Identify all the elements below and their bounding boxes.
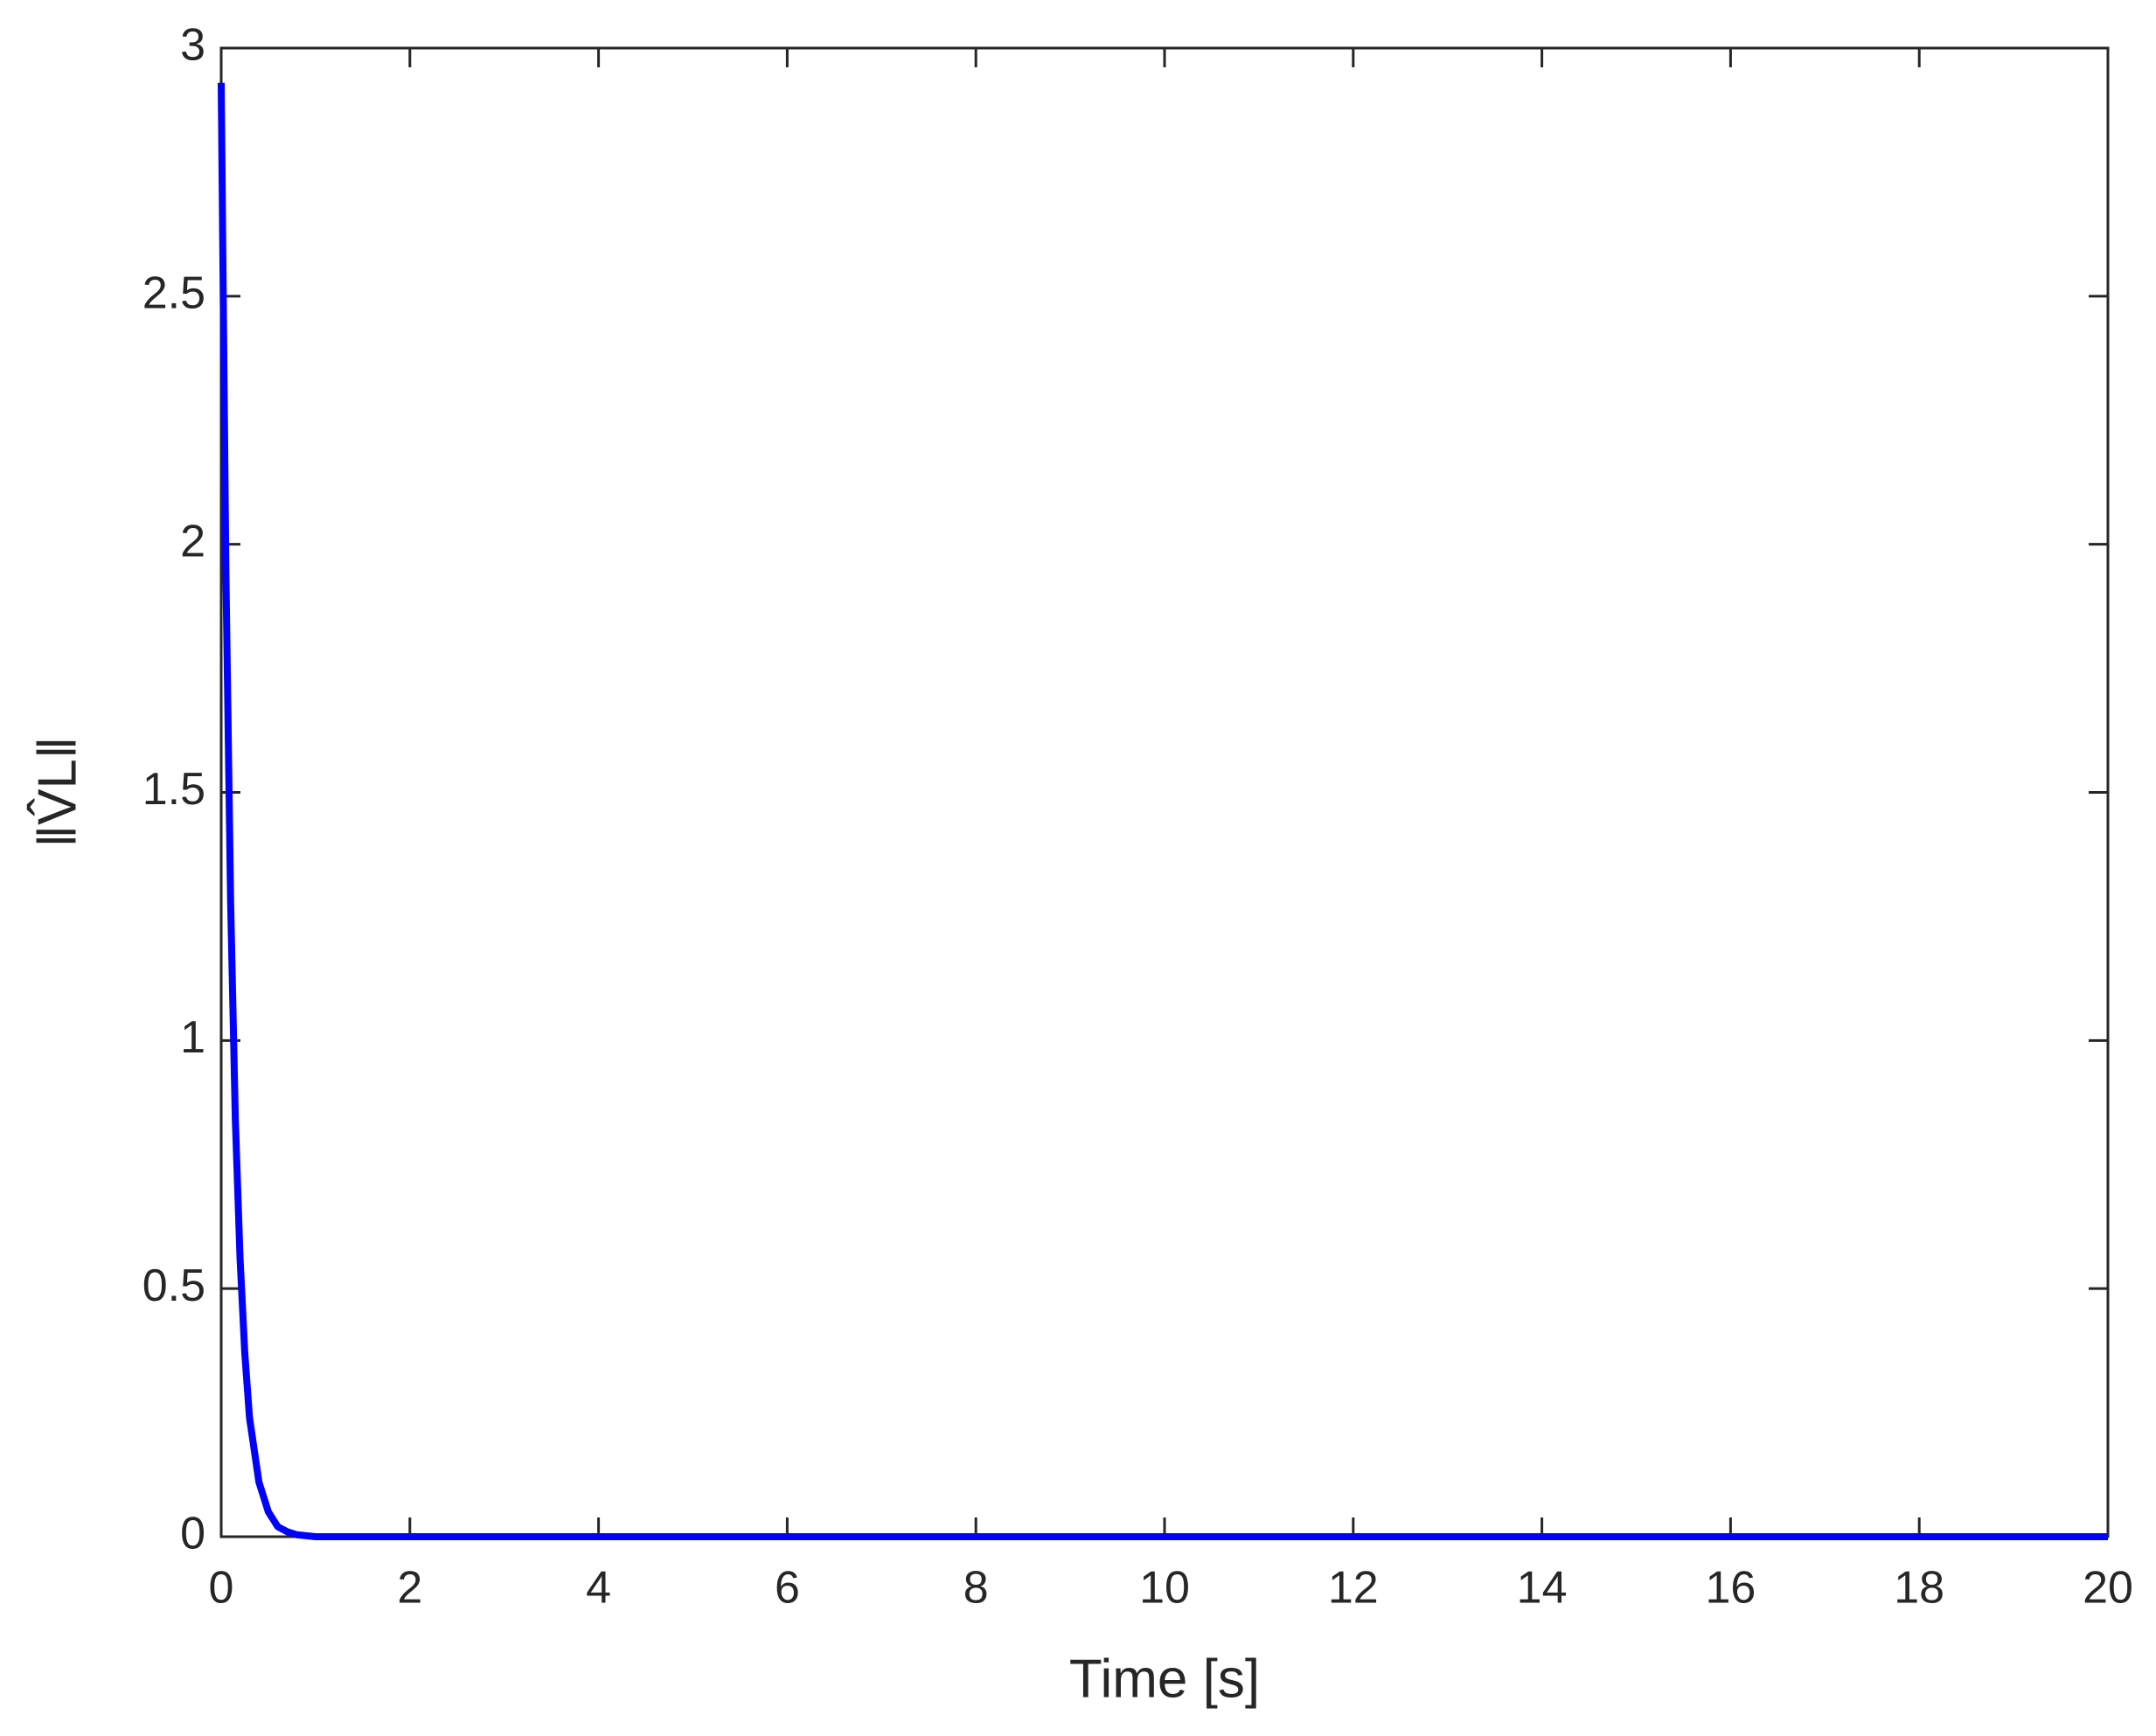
y-tick-label: 2	[180, 516, 205, 566]
x-tick-label: 0	[209, 1563, 234, 1614]
x-tick-label: 18	[1894, 1563, 1944, 1614]
x-tick-label: 12	[1328, 1563, 1379, 1614]
x-tick-label: 10	[1139, 1563, 1190, 1614]
x-tick-label: 4	[586, 1563, 611, 1614]
x-tick-label: 20	[2083, 1563, 2133, 1614]
x-tick-label: 16	[1705, 1563, 1756, 1614]
y-tick-label: 3	[180, 20, 205, 71]
data-line	[218, 82, 2108, 1540]
y-axis-label: ‖V̂L‖	[27, 736, 87, 847]
y-tick-label: 0.5	[143, 1260, 205, 1311]
y-tick-label: 1	[180, 1012, 205, 1063]
x-tick-label: 6	[775, 1563, 800, 1614]
y-tick-label: 2.5	[143, 268, 205, 319]
plot-frame	[219, 46, 2110, 1538]
x-axis-label: Time [s]	[1069, 1649, 1260, 1709]
y-tick-label: 1.5	[143, 764, 205, 815]
y-tick-label: 0	[180, 1509, 205, 1559]
x-tick-label: 8	[963, 1563, 989, 1614]
x-tick-label: 14	[1517, 1563, 1568, 1614]
x-tick-label: 2	[397, 1563, 422, 1614]
